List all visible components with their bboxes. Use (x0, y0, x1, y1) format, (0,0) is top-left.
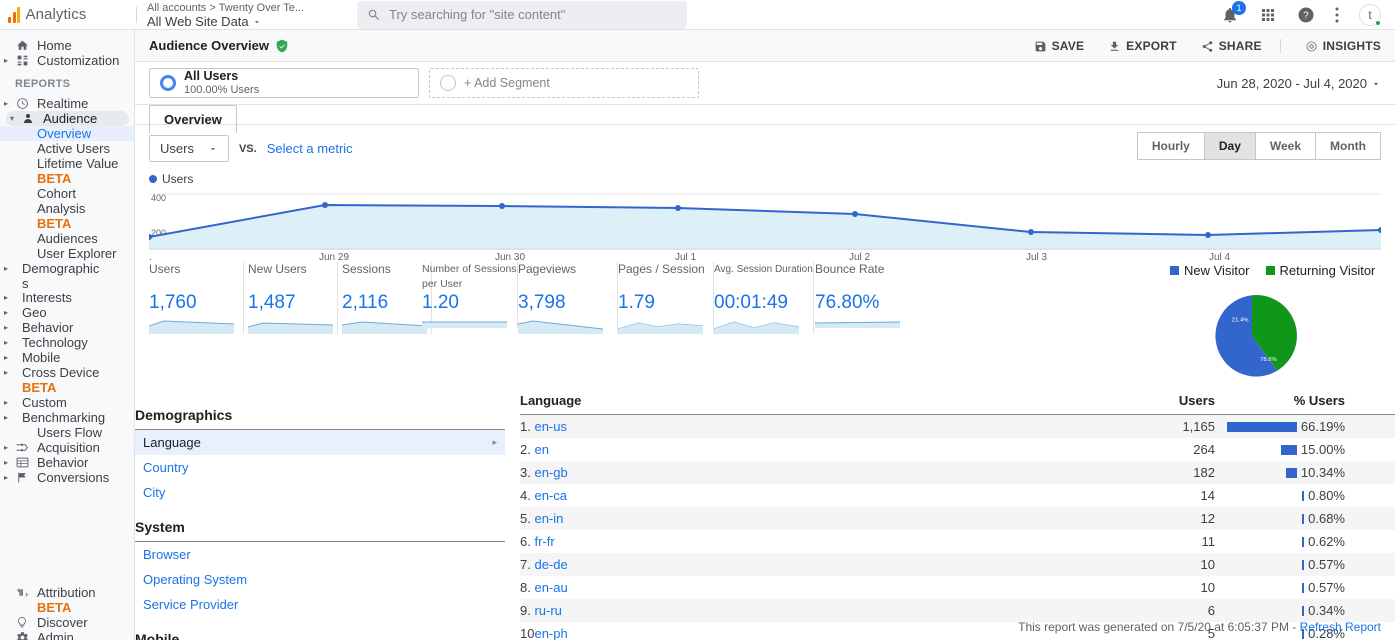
svg-text:21.4%: 21.4% (1232, 318, 1249, 324)
svg-text:400: 400 (151, 193, 166, 203)
svg-text:78.6%: 78.6% (1260, 357, 1277, 363)
svg-text:?: ? (1303, 10, 1309, 21)
